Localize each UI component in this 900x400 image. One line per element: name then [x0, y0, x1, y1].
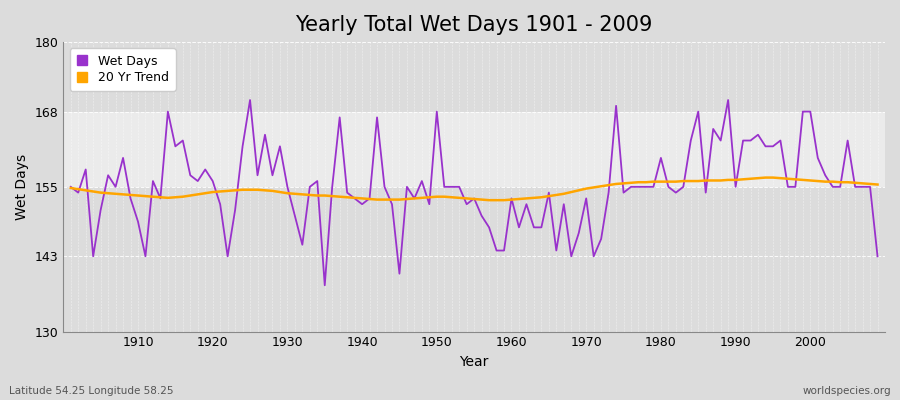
- 20 Yr Trend: [760, 175, 771, 180]
- Wet Days: [514, 225, 525, 230]
- Title: Yearly Total Wet Days 1901 - 2009: Yearly Total Wet Days 1901 - 2009: [295, 15, 652, 35]
- 20 Yr Trend: [603, 183, 614, 188]
- 20 Yr Trend: [514, 197, 525, 202]
- Wet Days: [125, 196, 136, 201]
- Bar: [63, 112, 885, 187]
- 20 Yr Trend: [483, 198, 494, 202]
- Wet Days: [521, 202, 532, 207]
- Wet Days: [245, 98, 256, 102]
- 20 Yr Trend: [506, 197, 517, 202]
- Y-axis label: Wet Days: Wet Days: [15, 154, 29, 220]
- Text: Latitude 54.25 Longitude 58.25: Latitude 54.25 Longitude 58.25: [9, 386, 174, 396]
- Legend: Wet Days, 20 Yr Trend: Wet Days, 20 Yr Trend: [69, 48, 176, 91]
- Wet Days: [349, 196, 360, 201]
- 20 Yr Trend: [872, 182, 883, 187]
- Wet Days: [872, 254, 883, 259]
- Wet Days: [297, 242, 308, 247]
- X-axis label: Year: Year: [460, 355, 489, 369]
- 20 Yr Trend: [290, 191, 301, 196]
- Wet Days: [66, 184, 77, 189]
- Wet Days: [611, 103, 622, 108]
- Text: worldspecies.org: worldspecies.org: [803, 386, 891, 396]
- 20 Yr Trend: [66, 186, 77, 190]
- 20 Yr Trend: [125, 192, 136, 197]
- Line: Wet Days: Wet Days: [71, 100, 878, 285]
- Line: 20 Yr Trend: 20 Yr Trend: [71, 178, 878, 200]
- 20 Yr Trend: [334, 194, 345, 199]
- Wet Days: [320, 283, 330, 288]
